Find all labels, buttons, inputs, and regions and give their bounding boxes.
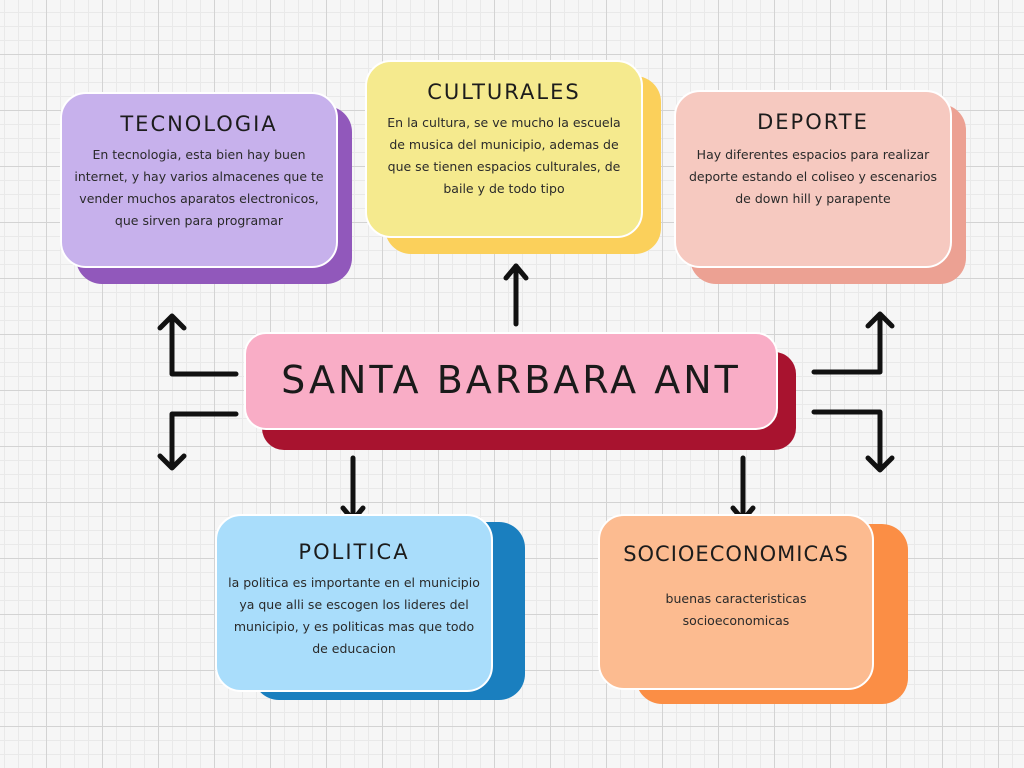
card-culturales: CULTURALES En la cultura, se ve mucho la…	[365, 60, 661, 254]
card-title: POLITICA	[298, 540, 410, 564]
card-face: POLITICA la politica es importante en el…	[215, 514, 493, 692]
card-face: TECNOLOGIA En tecnologia, esta bien hay …	[60, 92, 338, 268]
central-node-face: SANTA BARBARA ANT	[244, 332, 778, 430]
card-title: SOCIOECONOMICAS	[623, 542, 849, 566]
card-body: buenas caracteristicas socioeconomicas	[665, 591, 807, 628]
card-title: DEPORTE	[757, 110, 869, 134]
card-politica: POLITICA la politica es importante en el…	[215, 514, 525, 700]
arrow-to-tecnologia	[157, 313, 239, 377]
arrow-left-down	[157, 411, 239, 471]
card-body: En la cultura, se ve mucho la escuela de…	[387, 115, 621, 196]
arrow-to-culturales	[503, 263, 529, 327]
arrow-to-politica	[340, 455, 366, 523]
card-tecnologia: TECNOLOGIA En tecnologia, esta bien hay …	[60, 92, 352, 284]
card-face: DEPORTE Hay diferentes espacios para rea…	[674, 90, 952, 268]
central-node: SANTA BARBARA ANT	[244, 332, 796, 450]
arrow-to-deporte	[811, 311, 895, 375]
card-title: CULTURALES	[427, 80, 581, 104]
central-title: SANTA BARBARA ANT	[281, 358, 741, 402]
card-body: la politica es importante en el municipi…	[228, 575, 480, 656]
arrow-to-socioeconomicas	[730, 455, 756, 523]
card-face: SOCIOECONOMICAS buenas caracteristicas s…	[598, 514, 874, 690]
card-body: Hay diferentes espacios para realizar de…	[688, 147, 938, 206]
card-deporte: DEPORTE Hay diferentes espacios para rea…	[674, 90, 966, 284]
card-socioeconomicas: SOCIOECONOMICAS buenas caracteristicas s…	[598, 514, 908, 704]
card-face: CULTURALES En la cultura, se ve mucho la…	[365, 60, 643, 238]
arrow-right-down	[811, 409, 895, 473]
card-title: TECNOLOGIA	[120, 112, 278, 136]
card-body: En tecnologia, esta bien hay buen intern…	[74, 147, 324, 228]
